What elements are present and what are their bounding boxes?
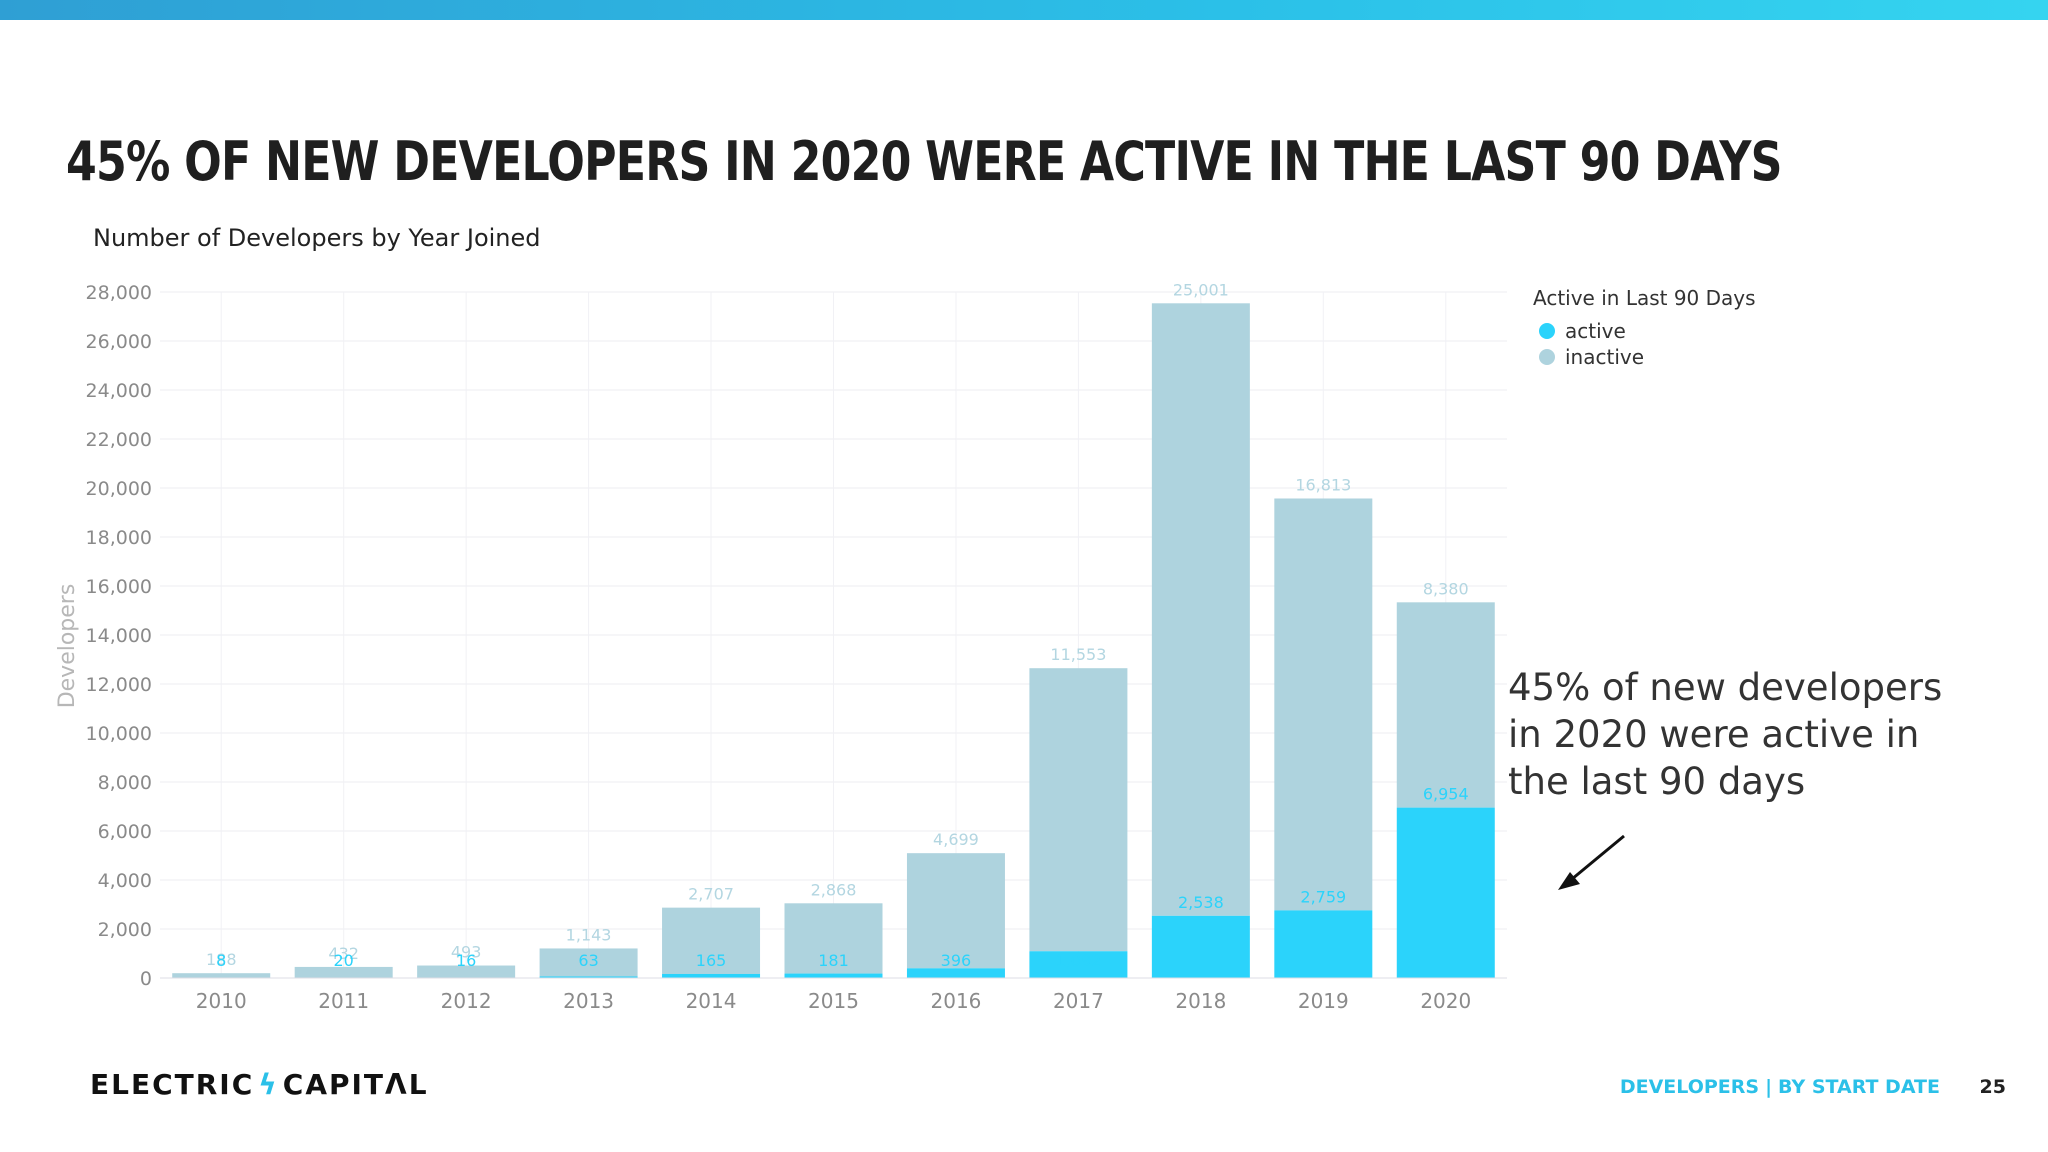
y-tick-label: 24,000 [86, 380, 152, 402]
y-tick-label: 20,000 [86, 478, 152, 500]
y-tick-label: 16,000 [86, 576, 152, 598]
page-number: 25 [1979, 1076, 2006, 1098]
legend-swatch-active [1539, 323, 1555, 339]
bar-inactive-2020 [1396, 602, 1495, 808]
data-label-inactive: 16,813 [1295, 475, 1351, 494]
x-tick-label: 2011 [318, 989, 369, 1013]
y-tick-label: 0 [140, 968, 152, 990]
y-tick-label: 26,000 [86, 331, 152, 353]
bar-active-2018 [1151, 915, 1250, 978]
data-label-active: 8 [216, 951, 226, 970]
bar-active-2019 [1274, 910, 1373, 978]
y-axis-title: Developers [55, 584, 80, 709]
y-tick-label: 6,000 [98, 821, 152, 843]
bar-active-2014 [662, 973, 761, 978]
legend-item-inactive: inactive [1533, 344, 1756, 370]
lightning-bolt-icon: ϟ [258, 1068, 279, 1101]
x-tick-label: 2010 [196, 989, 247, 1013]
x-tick-label: 2019 [1298, 989, 1349, 1013]
top-accent-bar [0, 0, 2048, 20]
y-tick-label: 4,000 [98, 870, 152, 892]
bar-active-2017 [1029, 951, 1128, 978]
bar-inactive-2013 [539, 948, 638, 977]
y-tick-label: 28,000 [86, 282, 152, 304]
data-label-active: 2,538 [1178, 893, 1224, 912]
data-label-active: 63 [578, 951, 598, 970]
bar-active-2015 [784, 973, 883, 978]
bar-inactive-2015 [784, 903, 883, 974]
stacked-bar-chart: 0 2,000 4,000 6,000 8,000 10,000 12,000 14,000 1… [55, 280, 1507, 1013]
logo-text-right: CAPITΛL [282, 1068, 429, 1101]
bar-active-2020 [1396, 807, 1495, 978]
data-label-active: 16 [456, 951, 476, 970]
footer-breadcrumb: DEVELOPERS | BY START DATE [1620, 1076, 1940, 1098]
x-tick-label: 2020 [1420, 989, 1471, 1013]
bar-active-2016 [906, 968, 1005, 978]
arrow-icon [1558, 834, 1625, 890]
data-label-inactive: 11,553 [1050, 645, 1106, 664]
data-label-inactive: 2,868 [811, 880, 857, 899]
breadcrumb-section: DEVELOPERS [1619, 1076, 1760, 1098]
data-label-active: 2,759 [1300, 887, 1346, 906]
bar-inactive-2011 [294, 966, 393, 978]
logo-text-left: ELECTRIC [90, 1068, 255, 1101]
data-label-inactive: 2,707 [688, 885, 734, 904]
callout-annotation: 45% of new developers in 2020 were activ… [1508, 666, 1943, 803]
bar-inactive-2012 [417, 965, 516, 978]
data-label-active: 165 [696, 951, 727, 970]
y-tick-label: 14,000 [86, 625, 152, 647]
data-label-inactive: 25,001 [1173, 280, 1229, 299]
x-tick-label: 2014 [686, 989, 737, 1013]
data-label-active: 181 [818, 951, 849, 970]
data-label-inactive: 493 [451, 943, 482, 962]
bar-inactive-2018 [1151, 303, 1250, 916]
x-tick-label: 2012 [441, 989, 492, 1013]
legend-label-active: active [1565, 319, 1626, 343]
y-tick-label: 22,000 [86, 429, 152, 451]
data-label-active: 396 [941, 951, 972, 970]
data-label-inactive: 432 [328, 944, 359, 963]
x-tick-label: 2016 [931, 989, 982, 1013]
y-tick-label: 10,000 [86, 723, 152, 745]
chart-title: Number of Developers by Year Joined [93, 224, 541, 252]
x-tick-label: 2018 [1175, 989, 1226, 1013]
y-tick-label: 18,000 [86, 527, 152, 549]
data-label-inactive: 1,143 [566, 925, 612, 944]
bar-inactive-2016 [906, 853, 1005, 969]
y-tick-label: 2,000 [98, 919, 152, 941]
page-title: 45% OF NEW DEVELOPERS IN 2020 WERE ACTIV… [66, 130, 1782, 193]
y-tick-label: 8,000 [98, 772, 152, 794]
bar-inactive-2010 [172, 973, 271, 978]
electric-capital-logo: ELECTRIC ϟ CAPITΛL [90, 1068, 429, 1101]
data-label-inactive: 4,699 [933, 830, 979, 849]
bar-inactive-2017 [1029, 668, 1128, 952]
breadcrumb-subsection: BY START DATE [1778, 1076, 1940, 1098]
breadcrumb-separator: | [1765, 1076, 1773, 1098]
bar-inactive-2014 [662, 907, 761, 974]
legend-title: Active in Last 90 Days [1533, 286, 1756, 310]
x-tick-label: 2013 [563, 989, 614, 1013]
legend-item-active: active [1533, 318, 1756, 344]
bar-inactive-2019 [1274, 498, 1373, 911]
bar-active-2013 [539, 976, 638, 978]
data-label-active: 1,092 [1056, 951, 1102, 970]
legend-label-inactive: inactive [1565, 345, 1645, 369]
chart-legend: Active in Last 90 Days active inactive [1533, 286, 1756, 370]
legend-swatch-inactive [1539, 349, 1555, 365]
data-label-inactive: 188 [206, 950, 237, 969]
x-tick-label: 2015 [808, 989, 859, 1013]
data-label-active: 6,954 [1423, 785, 1469, 804]
x-tick-label: 2017 [1053, 989, 1104, 1013]
data-label-inactive: 8,380 [1423, 579, 1469, 598]
y-tick-label: 12,000 [86, 674, 152, 696]
data-label-active: 20 [334, 951, 354, 970]
